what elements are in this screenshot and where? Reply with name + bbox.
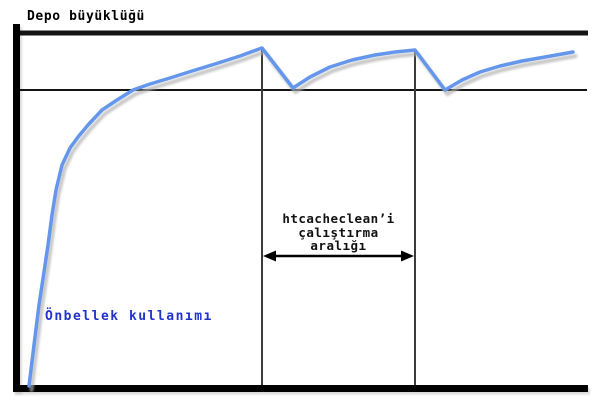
curve-label: Önbellek kullanımı xyxy=(45,309,213,324)
cache-usage-curve xyxy=(27,46,575,388)
interval-annotation-line-3: aralığı xyxy=(310,238,367,253)
interval-annotation: htcacheclean’i çalıştırma aralığı xyxy=(262,212,415,253)
y-axis-bar xyxy=(13,24,20,392)
x-axis-bar xyxy=(13,385,588,392)
interval-arrow-head-left xyxy=(263,250,276,262)
cache-usage-curve-shadow xyxy=(29,50,578,392)
interval-arrow-head-right xyxy=(401,250,414,262)
interval-annotation-line-2: çalıştırma xyxy=(298,224,379,240)
interval-annotation-line-1: htcacheclean’i xyxy=(282,211,395,226)
y-axis-title: Depo büyüklüğü xyxy=(27,9,145,24)
